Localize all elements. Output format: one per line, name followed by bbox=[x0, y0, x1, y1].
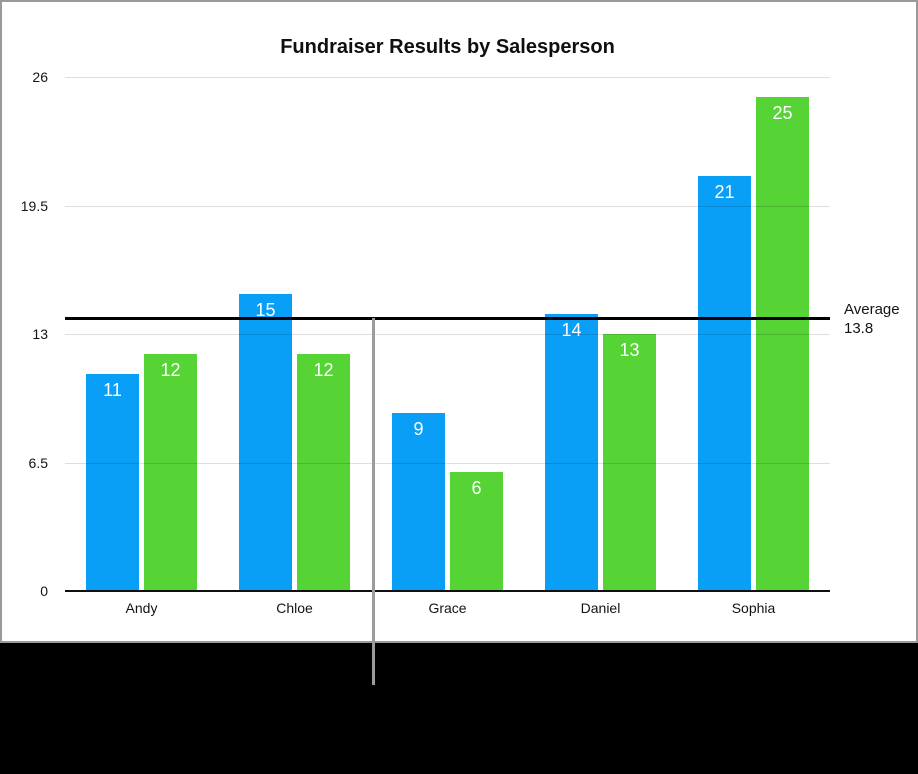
bar-andy-series-blue[interactable]: 11 bbox=[86, 373, 139, 591]
bar-sophia-series-blue[interactable]: 21 bbox=[698, 175, 751, 591]
average-line-label: Average 13.8 bbox=[844, 300, 900, 338]
bar-grace-series-blue[interactable]: 9 bbox=[392, 413, 445, 591]
gridline-13 bbox=[65, 334, 830, 335]
bar-chloe-series-green[interactable]: 12 bbox=[297, 353, 350, 591]
gridline-19.5 bbox=[65, 205, 830, 207]
chart-title: Fundraiser Results by Salesperson bbox=[280, 36, 615, 58]
bar-chloe-series-blue[interactable]: 15 bbox=[239, 294, 292, 591]
y-axis-tick-label-19.5: 19.5 bbox=[20, 197, 48, 214]
bar-value-label: 14 bbox=[561, 320, 582, 341]
bar-value-label: 12 bbox=[313, 359, 334, 380]
bar-grace-series-green[interactable]: 6 bbox=[450, 472, 503, 591]
gridline-6.5 bbox=[65, 462, 830, 464]
y-axis-tick-label-0: 0 bbox=[40, 583, 48, 599]
bar-value-label: 9 bbox=[413, 419, 424, 440]
average-label-value: 13.8 bbox=[844, 320, 874, 337]
x-category-label-daniel: Daniel bbox=[580, 600, 621, 616]
average-label-text: Average bbox=[844, 301, 900, 318]
bottom-black-region bbox=[0, 643, 918, 774]
callout-leader-line bbox=[372, 318, 375, 685]
bar-daniel-series-blue[interactable]: 14 bbox=[545, 314, 598, 591]
x-category-label-sophia: Sophia bbox=[731, 600, 776, 616]
bar-value-label: 6 bbox=[471, 478, 482, 499]
x-category-label-andy: Andy bbox=[125, 600, 158, 616]
bar-daniel-series-green[interactable]: 13 bbox=[603, 334, 656, 591]
bar-sophia-series-green[interactable]: 25 bbox=[756, 96, 809, 591]
bar-value-label: 11 bbox=[103, 379, 122, 400]
y-axis-tick-label-26: 26 bbox=[32, 69, 48, 85]
x-category-label-chloe: Chloe bbox=[276, 600, 313, 616]
y-axis-tick-label-13: 13 bbox=[32, 326, 48, 342]
bar-value-label: 15 bbox=[255, 300, 276, 321]
chart-card: Fundraiser Results by Salesperson 11 15 9 1… bbox=[0, 0, 918, 643]
bar-value-label: 13 bbox=[619, 340, 640, 360]
bar-value-label: 21 bbox=[714, 181, 735, 202]
gridline-26 bbox=[65, 77, 830, 78]
x-category-label-grace: Grace bbox=[428, 600, 467, 616]
bar-value-label: 25 bbox=[772, 102, 793, 123]
bar-chart: 11 15 9 14 21 12 12 6 13 25 0 6.5 13 19.5 26 Andy Chloe G… bbox=[20, 69, 830, 616]
bar-andy-series-green[interactable]: 12 bbox=[144, 353, 197, 591]
bar-value-label: 12 bbox=[160, 359, 181, 380]
y-axis-tick-label-6.5: 6.5 bbox=[28, 454, 48, 471]
x-axis-line bbox=[65, 590, 830, 592]
average-reference-line[interactable] bbox=[65, 316, 830, 320]
